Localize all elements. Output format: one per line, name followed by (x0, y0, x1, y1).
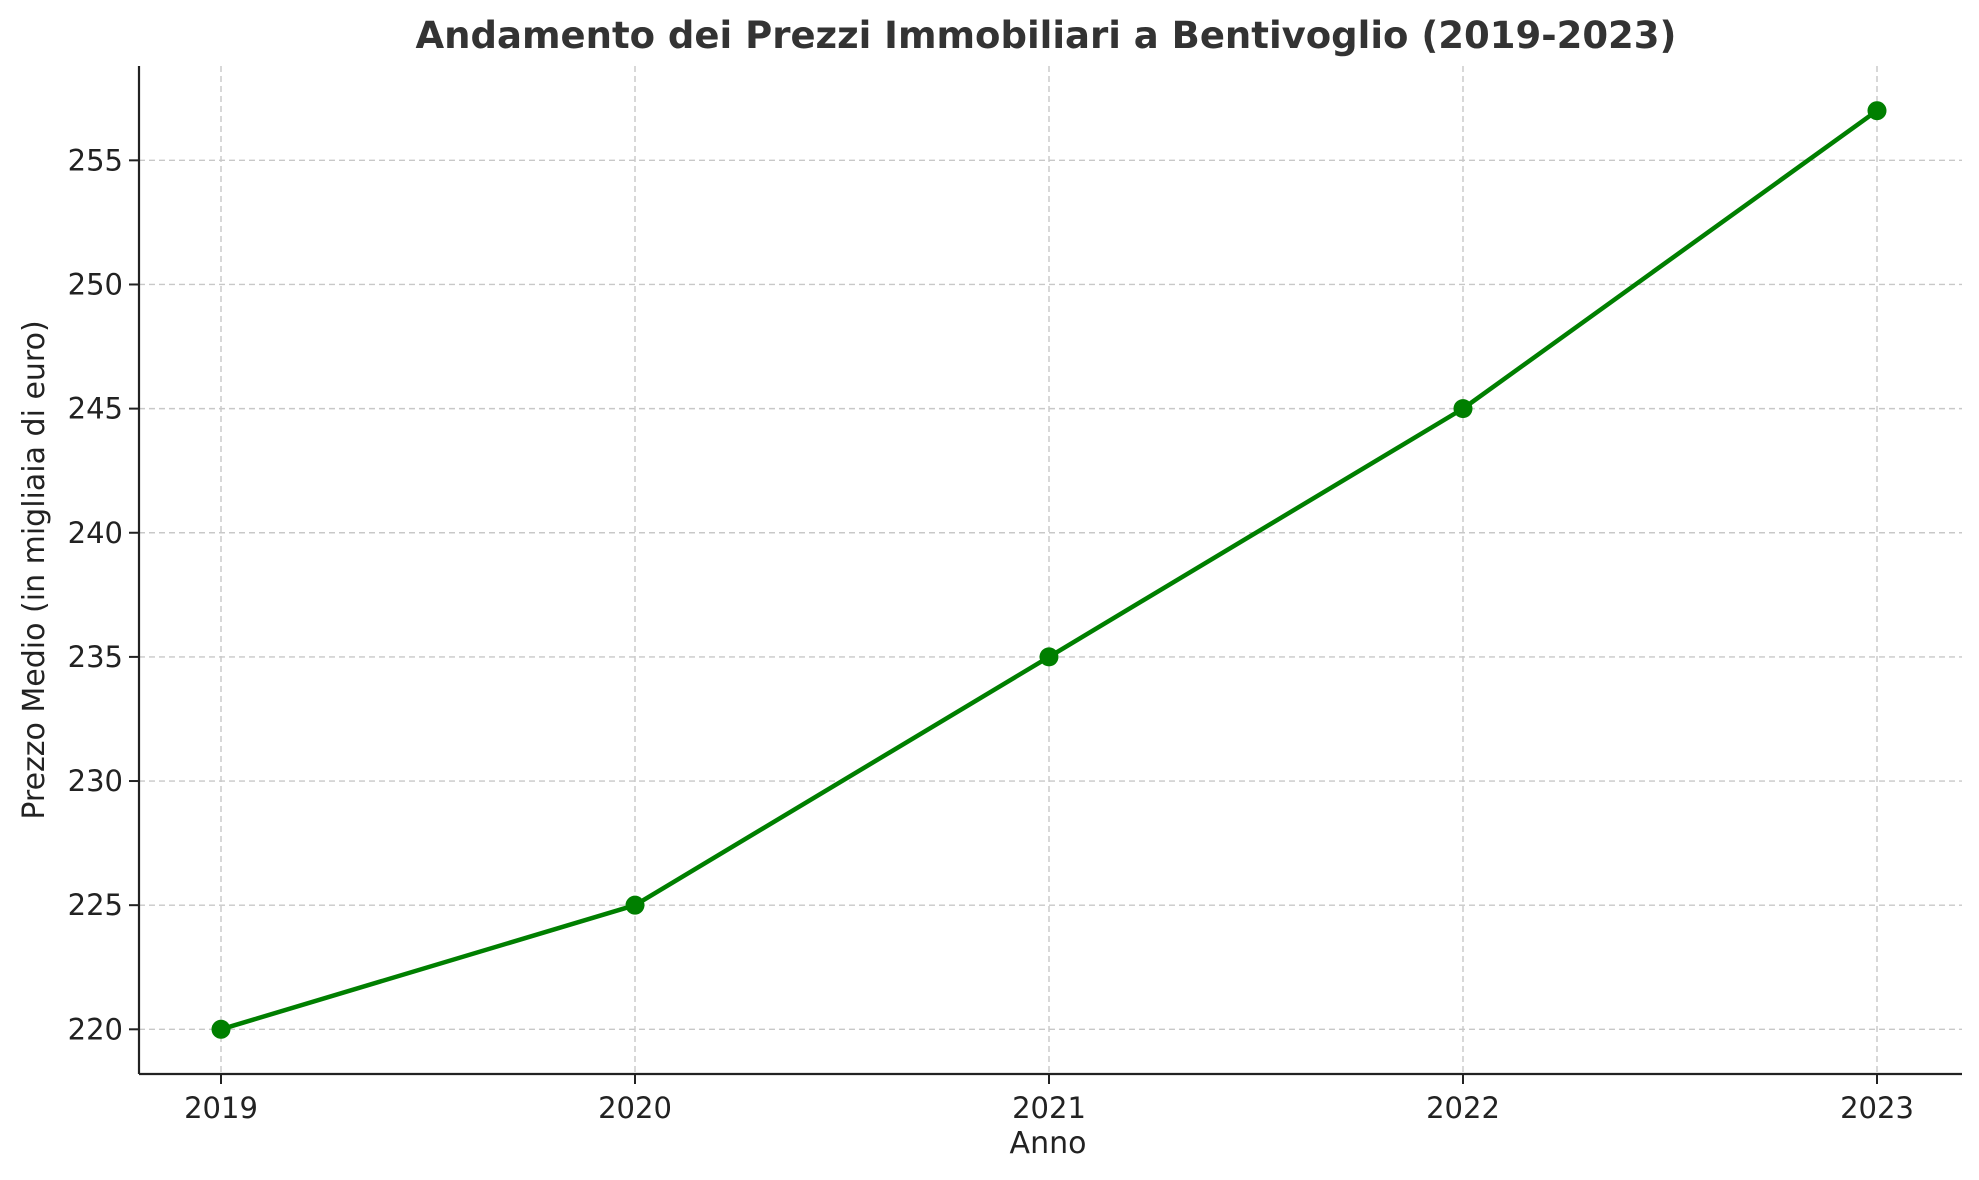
x-tick-label: 2020 (598, 1091, 672, 1125)
y-tick-label: 235 (68, 640, 123, 674)
y-tick-label: 230 (68, 764, 123, 798)
axes (129, 66, 1962, 1084)
y-tick-label: 250 (68, 267, 123, 301)
y-tick-label: 245 (68, 392, 123, 426)
x-tick-label: 2022 (1426, 1091, 1500, 1125)
x-tick-label: 2023 (1840, 1091, 1914, 1125)
grid-lines (139, 66, 1962, 1074)
x-axis-label: Anno (1010, 1126, 1087, 1161)
x-tick-label: 2021 (1012, 1091, 1086, 1125)
y-tick-label: 255 (68, 143, 123, 177)
y-axis-label: Prezzo Medio (in migliaia di euro) (17, 320, 52, 819)
y-tick-label: 240 (68, 516, 123, 550)
y-tick-label: 220 (68, 1012, 123, 1046)
data-point (1039, 647, 1059, 667)
tick-labels: 2019 2020 2021 2022 2023 220 225 230 235 240 245 25… (68, 143, 1914, 1125)
data-point (625, 895, 645, 915)
data-point (1867, 101, 1887, 121)
x-tick-label: 2019 (184, 1091, 258, 1125)
series-layer (211, 101, 1887, 1039)
y-tick-label: 225 (68, 888, 123, 922)
data-point (211, 1019, 231, 1039)
data-point (1453, 399, 1473, 419)
chart-title: Andamento dei Prezzi Immobiliari a Benti… (416, 14, 1677, 57)
